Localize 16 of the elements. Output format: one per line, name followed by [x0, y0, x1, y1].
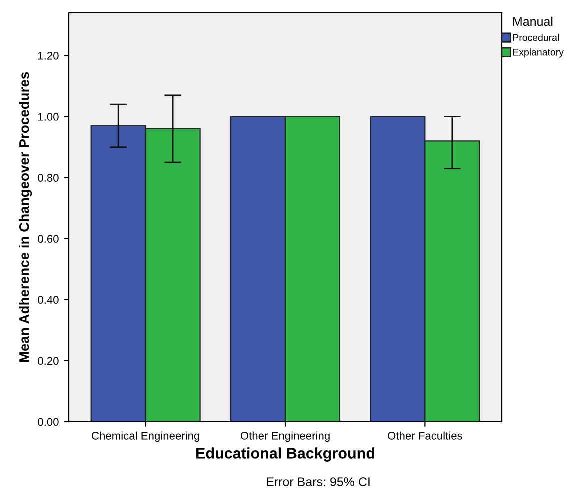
x-axis-title: Educational Background [196, 448, 374, 462]
y-tick-label: 0.60 [38, 235, 59, 243]
legend-label: Explanatory [513, 48, 564, 58]
x-tick-label: Chemical Engineering [92, 432, 200, 442]
y-axis-title: Mean Adherence in Changeover Procedures [19, 72, 32, 362]
y-tick-label: 0.80 [38, 174, 59, 182]
y-tick-label: 1.20 [38, 52, 59, 60]
x-tick-label: Other Faculties [388, 432, 462, 440]
y-tick-label: 1.00 [38, 113, 59, 121]
legend-label: Procedural [513, 34, 560, 42]
legend-title: Manual [513, 16, 553, 26]
y-tick-label: 0.00 [38, 418, 59, 426]
y-tick-label: 0.20 [38, 357, 59, 366]
text: Error Bars: 95% CI [267, 478, 370, 486]
x-tick-label: Other Engineering [240, 432, 330, 442]
y-tick-label: 0.40 [38, 296, 59, 304]
